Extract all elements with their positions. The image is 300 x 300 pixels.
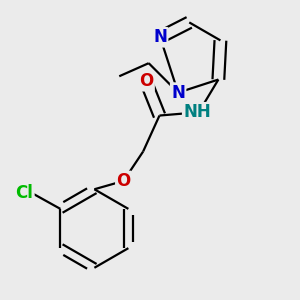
Text: NH: NH	[183, 103, 211, 121]
Text: N: N	[153, 28, 167, 46]
Text: O: O	[116, 172, 130, 190]
Text: O: O	[139, 72, 154, 90]
Text: Cl: Cl	[16, 184, 33, 202]
Text: N: N	[171, 84, 185, 102]
